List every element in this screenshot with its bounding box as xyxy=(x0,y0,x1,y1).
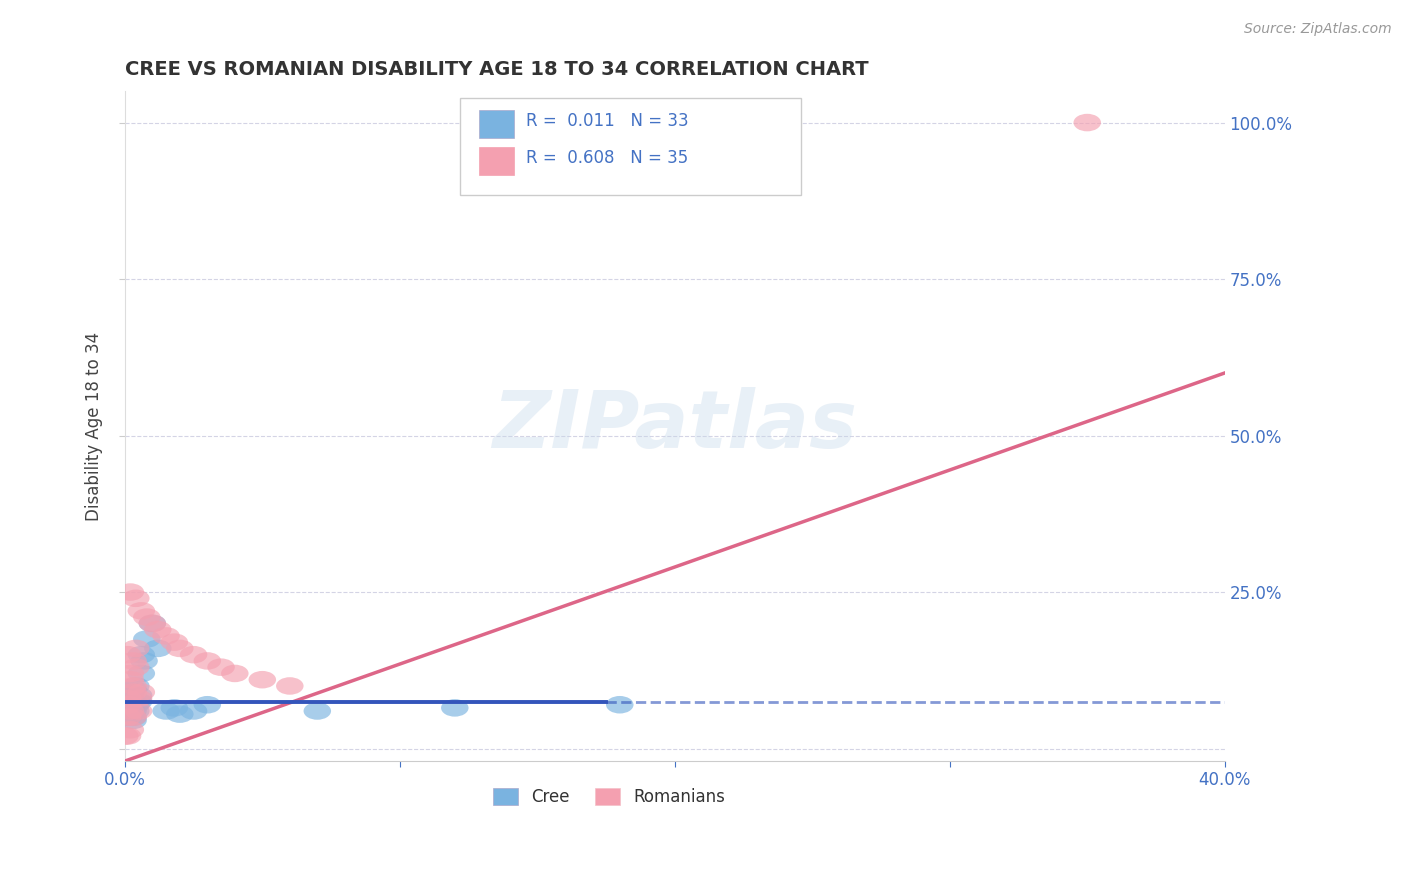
Ellipse shape xyxy=(117,671,143,689)
Ellipse shape xyxy=(606,696,634,714)
FancyBboxPatch shape xyxy=(479,147,515,175)
Ellipse shape xyxy=(152,702,180,720)
Ellipse shape xyxy=(117,699,143,716)
Ellipse shape xyxy=(122,696,149,714)
Ellipse shape xyxy=(114,708,142,726)
Ellipse shape xyxy=(117,721,143,739)
Ellipse shape xyxy=(160,699,188,716)
Ellipse shape xyxy=(194,696,221,714)
Ellipse shape xyxy=(117,583,143,601)
Ellipse shape xyxy=(160,633,188,651)
Ellipse shape xyxy=(120,708,146,726)
Ellipse shape xyxy=(120,708,146,726)
Ellipse shape xyxy=(276,677,304,695)
Ellipse shape xyxy=(207,658,235,676)
Ellipse shape xyxy=(114,708,142,726)
Ellipse shape xyxy=(166,706,194,723)
Ellipse shape xyxy=(117,702,143,720)
Ellipse shape xyxy=(194,652,221,670)
Ellipse shape xyxy=(249,671,276,689)
Ellipse shape xyxy=(114,683,142,701)
Ellipse shape xyxy=(441,699,468,716)
Ellipse shape xyxy=(117,706,143,723)
Ellipse shape xyxy=(122,590,149,607)
Ellipse shape xyxy=(111,727,139,745)
FancyBboxPatch shape xyxy=(460,98,801,195)
Ellipse shape xyxy=(120,683,146,701)
Ellipse shape xyxy=(120,681,146,698)
Ellipse shape xyxy=(114,708,142,726)
Ellipse shape xyxy=(143,621,172,639)
Ellipse shape xyxy=(120,712,146,729)
Ellipse shape xyxy=(120,702,146,720)
Ellipse shape xyxy=(111,699,139,716)
Ellipse shape xyxy=(125,687,152,704)
FancyBboxPatch shape xyxy=(479,110,515,138)
Ellipse shape xyxy=(128,665,155,682)
Text: R =  0.011   N = 33: R = 0.011 N = 33 xyxy=(526,112,689,130)
Text: ZIPatlas: ZIPatlas xyxy=(492,387,858,465)
Ellipse shape xyxy=(304,702,330,720)
Ellipse shape xyxy=(122,702,149,720)
Ellipse shape xyxy=(128,683,155,701)
Ellipse shape xyxy=(139,615,166,632)
Ellipse shape xyxy=(221,665,249,682)
Ellipse shape xyxy=(125,693,152,710)
Ellipse shape xyxy=(114,693,142,710)
Ellipse shape xyxy=(134,608,160,626)
Legend: Cree, Romanians: Cree, Romanians xyxy=(486,781,731,813)
Ellipse shape xyxy=(114,696,142,714)
Ellipse shape xyxy=(128,646,155,664)
Ellipse shape xyxy=(114,690,142,707)
Text: Source: ZipAtlas.com: Source: ZipAtlas.com xyxy=(1244,22,1392,37)
Text: R =  0.608   N = 35: R = 0.608 N = 35 xyxy=(526,149,689,167)
Ellipse shape xyxy=(117,690,143,707)
Ellipse shape xyxy=(180,646,207,664)
Ellipse shape xyxy=(125,702,152,720)
Ellipse shape xyxy=(117,665,143,682)
Ellipse shape xyxy=(143,640,172,657)
Ellipse shape xyxy=(114,696,142,714)
Ellipse shape xyxy=(122,640,149,657)
Ellipse shape xyxy=(180,702,207,720)
Ellipse shape xyxy=(125,690,152,707)
Ellipse shape xyxy=(1074,114,1101,131)
Ellipse shape xyxy=(114,727,142,745)
Ellipse shape xyxy=(166,640,194,657)
Ellipse shape xyxy=(122,677,149,695)
Ellipse shape xyxy=(128,602,155,620)
Ellipse shape xyxy=(152,627,180,645)
Ellipse shape xyxy=(114,646,142,664)
Ellipse shape xyxy=(120,677,146,695)
Ellipse shape xyxy=(139,615,166,632)
Ellipse shape xyxy=(122,658,149,676)
Ellipse shape xyxy=(131,652,157,670)
Ellipse shape xyxy=(120,652,146,670)
Text: CREE VS ROMANIAN DISABILITY AGE 18 TO 34 CORRELATION CHART: CREE VS ROMANIAN DISABILITY AGE 18 TO 34… xyxy=(125,60,869,78)
Ellipse shape xyxy=(134,631,160,648)
Y-axis label: Disability Age 18 to 34: Disability Age 18 to 34 xyxy=(86,332,103,521)
Ellipse shape xyxy=(117,706,143,723)
